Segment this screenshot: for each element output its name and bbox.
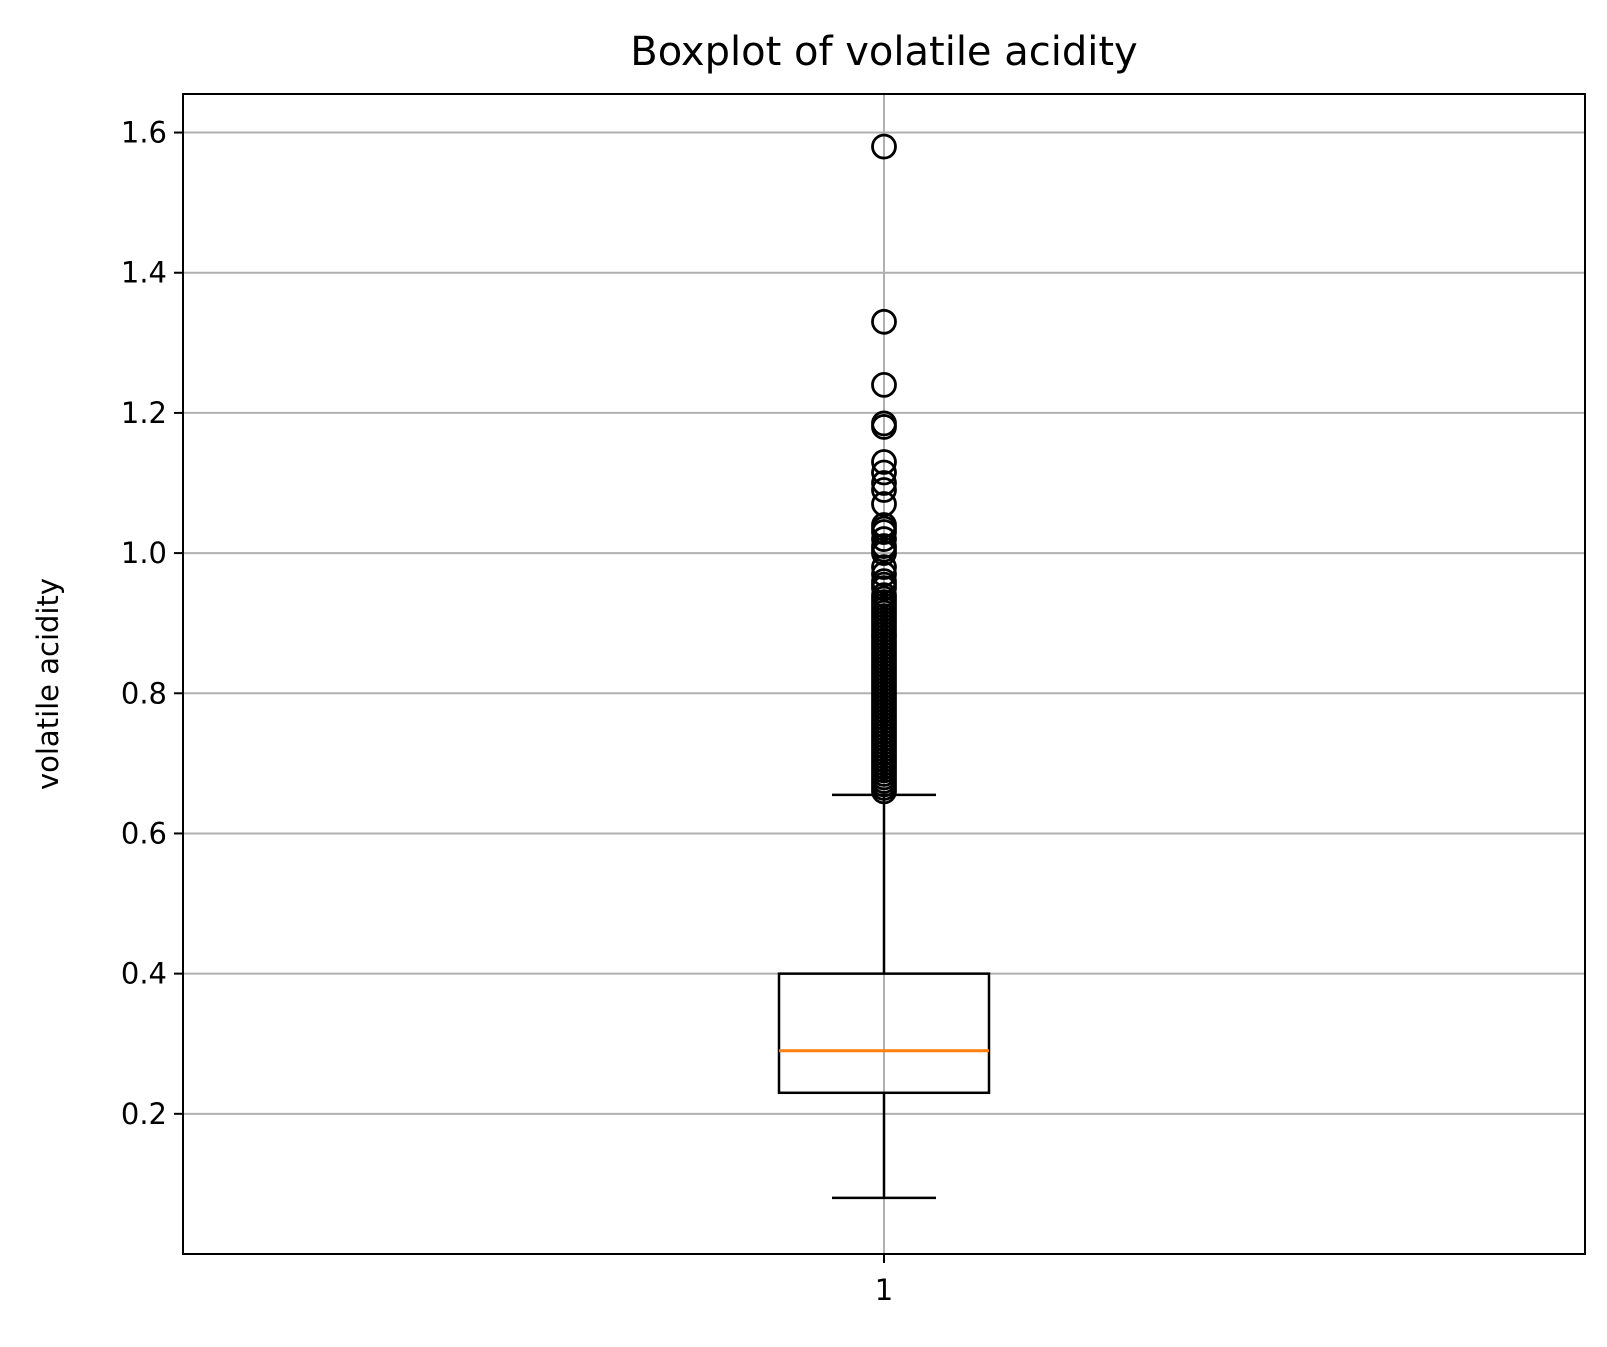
outlier-point	[871, 540, 897, 566]
outlier-point	[871, 449, 897, 475]
outlier-points	[871, 133, 897, 805]
outlier-point	[871, 526, 897, 552]
outlier-point	[871, 308, 897, 335]
outlier-point	[871, 491, 897, 517]
y-tick-label: 1.0	[121, 536, 167, 570]
outlier-point	[871, 133, 897, 160]
y-tick-label: 1.2	[121, 396, 167, 430]
iqr-box	[777, 972, 991, 1095]
outlier-point	[871, 554, 897, 581]
outlier-point	[871, 778, 897, 805]
y-tick-label: 1.6	[121, 116, 167, 150]
outlier-point	[871, 575, 897, 602]
outlier-point	[871, 414, 897, 440]
y-tick-label: 1.4	[121, 256, 167, 290]
y-tick-label: 0.4	[121, 957, 167, 991]
outlier-point	[871, 470, 897, 496]
plot-area-frame	[182, 93, 1586, 1255]
chart-title: Boxplot of volatile acidity	[630, 29, 1137, 75]
y-tick-label: 0.8	[121, 676, 167, 710]
y-tick-label: 0.6	[121, 816, 167, 850]
box-element	[777, 793, 991, 1200]
outlier-point	[871, 371, 897, 398]
axis-ticks: 0.2 0.4 0.6 0.8 1.0 1.2 1.4 1.6 1	[121, 116, 893, 1307]
x-tick-label: 1	[875, 1273, 893, 1307]
y-axis-label: volatile acidity	[31, 578, 65, 790]
outlier-point	[871, 519, 897, 545]
outlier-point	[871, 561, 897, 588]
outlier-point	[871, 459, 897, 486]
outlier-point	[871, 477, 897, 503]
y-tick-label: 0.2	[121, 1097, 167, 1131]
